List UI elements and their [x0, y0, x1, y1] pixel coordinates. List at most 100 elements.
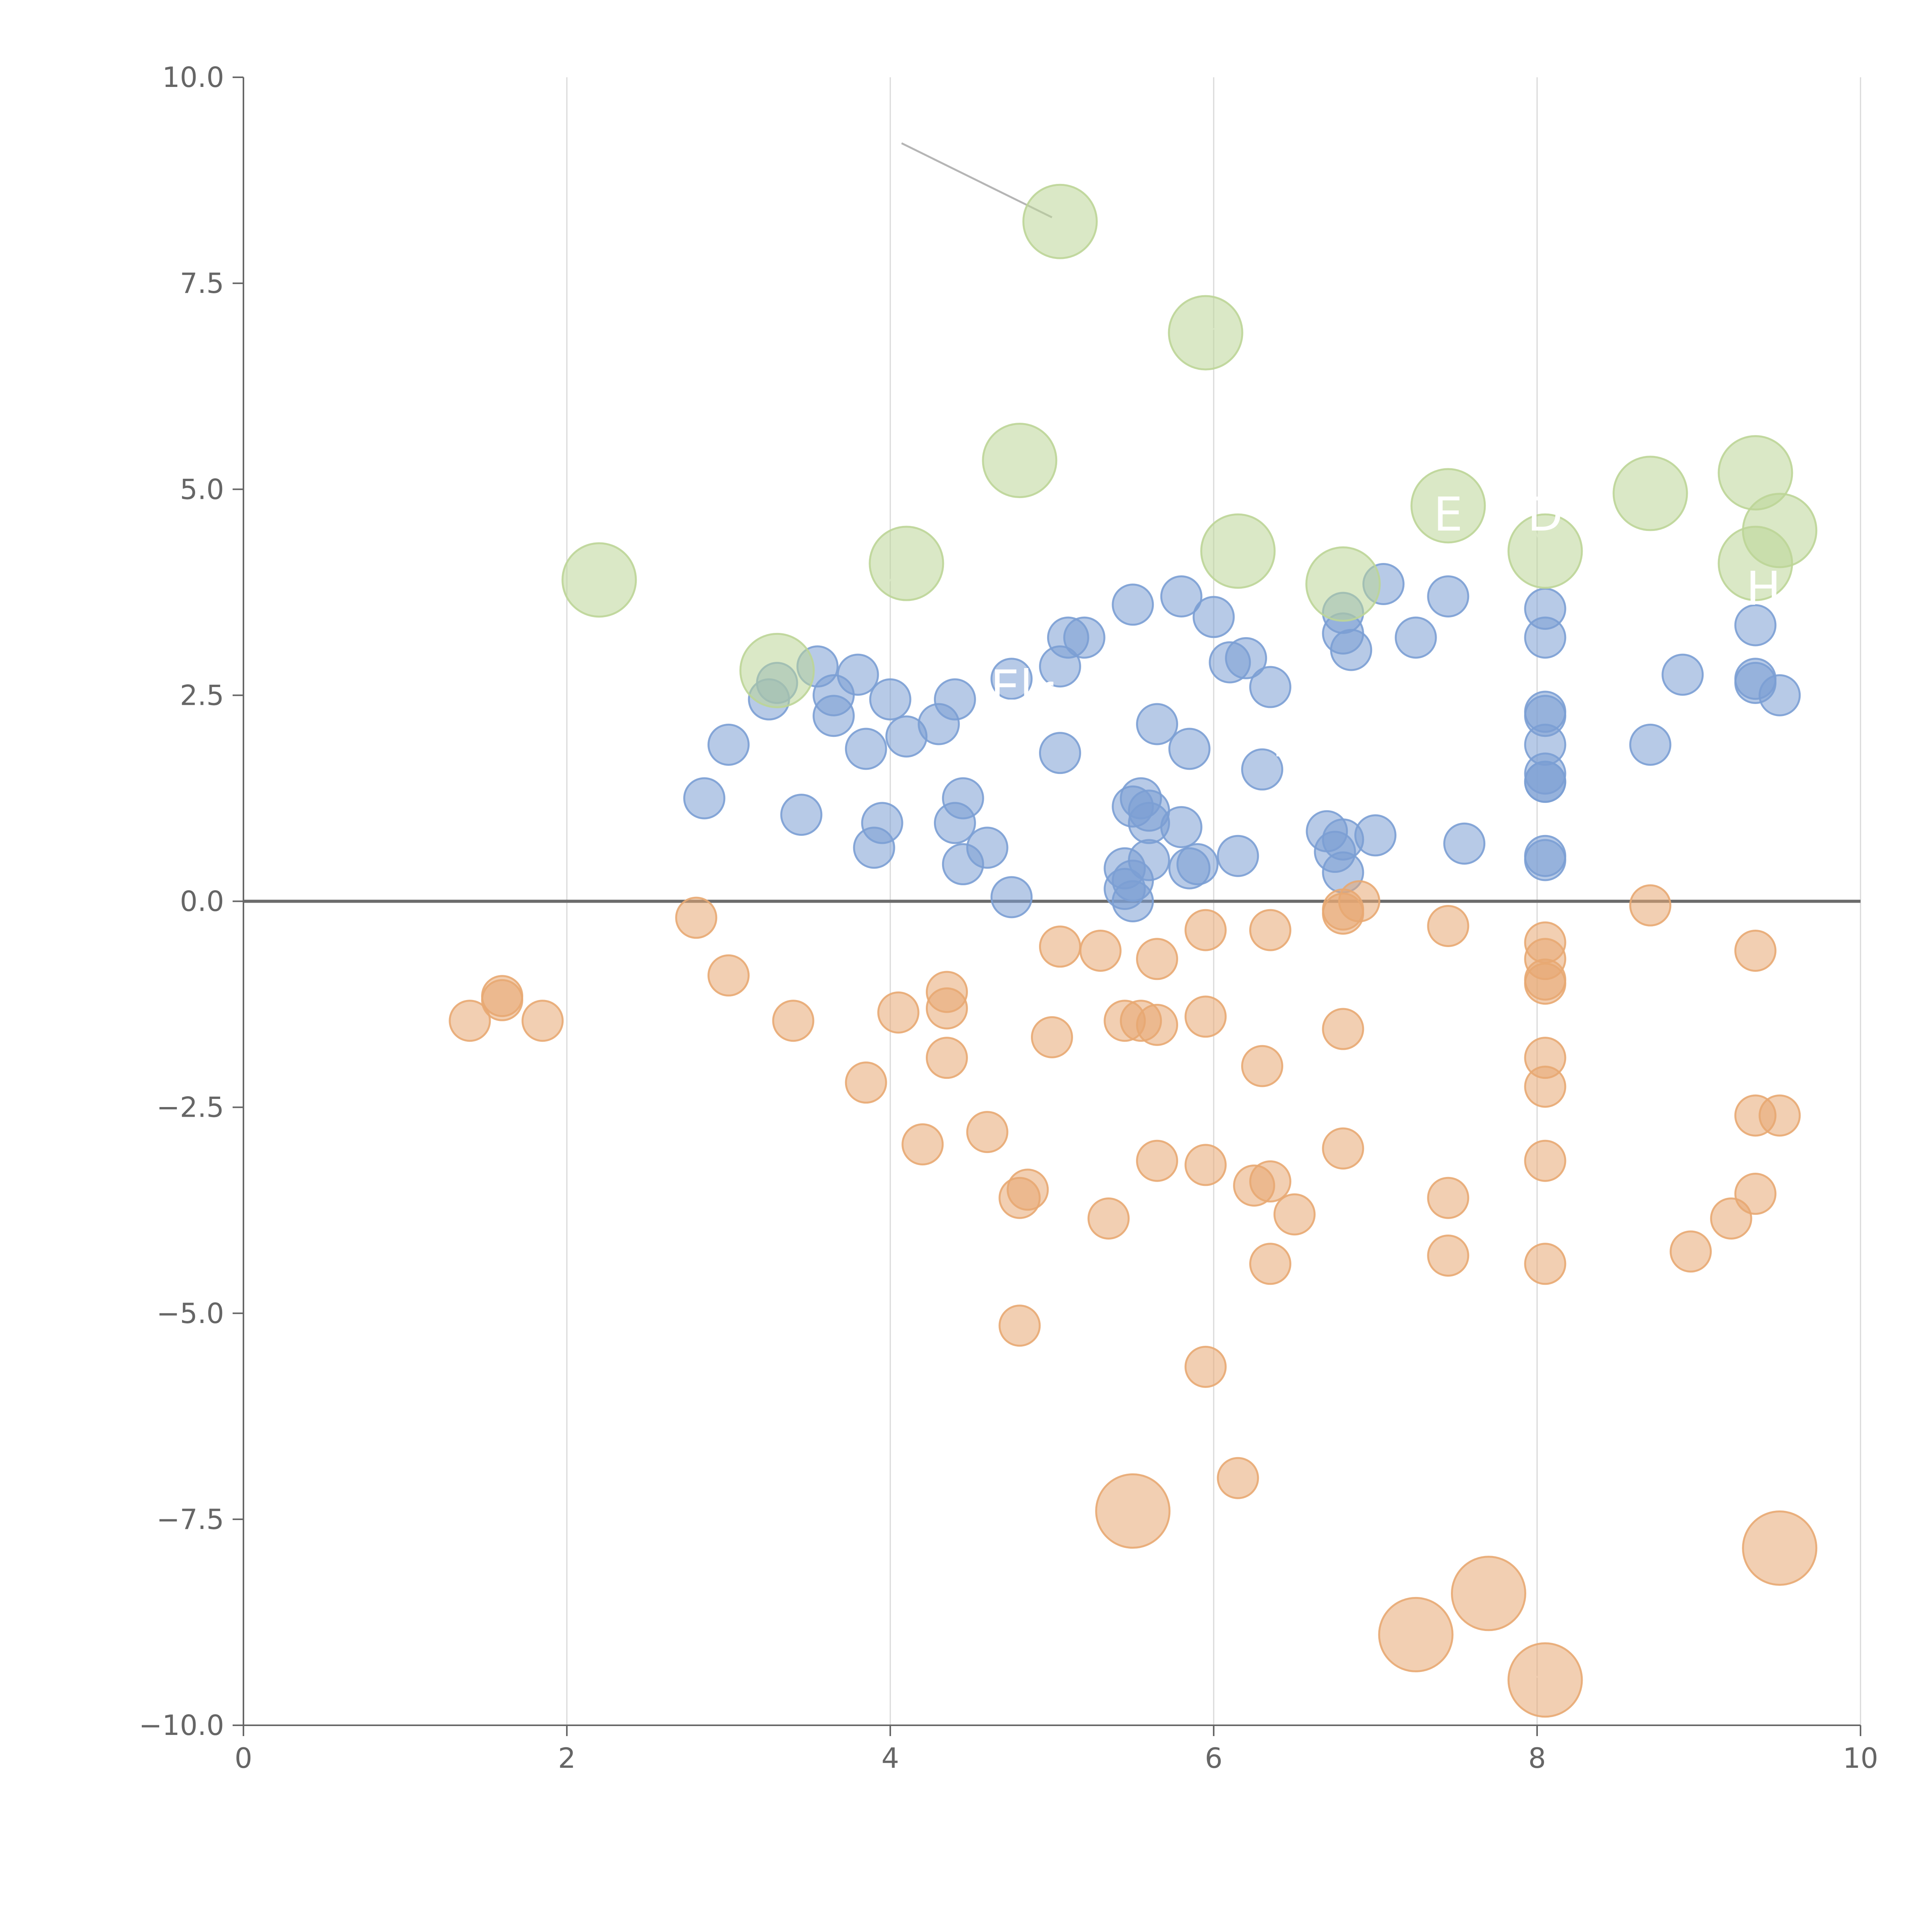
- data-point: [934, 678, 976, 721]
- data-point: [966, 827, 1009, 869]
- data-point: [1184, 1345, 1227, 1388]
- data-point: [1524, 1065, 1566, 1108]
- point-annotation: E: [1434, 488, 1463, 542]
- data-point: [845, 1061, 887, 1104]
- data-point: [1136, 703, 1179, 745]
- data-point: [1427, 1234, 1469, 1277]
- data-point: [925, 987, 968, 1030]
- data-point: [739, 633, 815, 708]
- data-point: [449, 1000, 491, 1042]
- y-tick-label: 5.0: [180, 473, 224, 505]
- data-point: [1427, 1177, 1469, 1219]
- data-point: [1168, 728, 1211, 770]
- data-point: [1718, 526, 1793, 601]
- data-point: [772, 1000, 815, 1042]
- data-point: [1249, 1160, 1291, 1203]
- data-point: [1524, 616, 1566, 659]
- x-tick-label: 6: [1205, 1742, 1223, 1774]
- data-point: [1443, 822, 1486, 865]
- y-tick-label: 10.0: [162, 61, 224, 94]
- x-tick-label: 4: [881, 1742, 899, 1774]
- data-point: [1039, 732, 1081, 774]
- data-point: [1136, 1139, 1179, 1182]
- data-point: [707, 954, 750, 997]
- data-point: [1160, 806, 1202, 849]
- data-point: [1629, 723, 1672, 766]
- data-point: [1395, 616, 1437, 659]
- y-tick-label: 7.5: [180, 267, 224, 299]
- data-point: [1338, 880, 1381, 922]
- data-point: [675, 896, 718, 939]
- data-point: [1427, 575, 1469, 617]
- data-point: [521, 1000, 564, 1042]
- data-point: [990, 658, 1033, 700]
- data-point: [1217, 1457, 1259, 1499]
- y-tick-label: 0.0: [180, 885, 224, 918]
- data-point: [1039, 925, 1081, 968]
- data-point: [1079, 929, 1122, 972]
- data-point: [1241, 1045, 1284, 1087]
- data-point: [1524, 839, 1566, 881]
- data-point: [1087, 1197, 1130, 1240]
- data-point: [1063, 616, 1105, 659]
- data-point: [877, 991, 920, 1034]
- data-point: [1160, 575, 1202, 617]
- data-point: [561, 542, 637, 618]
- data-point: [1184, 909, 1227, 951]
- data-point: [1524, 1139, 1566, 1182]
- data-point: [1136, 1003, 1179, 1046]
- data-point: [982, 423, 1058, 498]
- data-point: [683, 777, 726, 820]
- y-tick-label: −7.5: [156, 1503, 224, 1536]
- data-point: [1662, 653, 1704, 696]
- point-annotation: El: [990, 661, 1032, 715]
- data-point: [1629, 884, 1672, 927]
- data-point: [1031, 1016, 1073, 1058]
- data-point: [861, 802, 903, 844]
- data-point: [990, 876, 1033, 918]
- data-point: [998, 1304, 1041, 1347]
- data-point: [1225, 637, 1267, 679]
- y-tick-label: −5.0: [156, 1297, 224, 1330]
- data-point: [1670, 1230, 1712, 1273]
- data-point: [1007, 1168, 1049, 1211]
- data-point: [1734, 1173, 1777, 1215]
- point-annotation: D: [1527, 488, 1563, 542]
- data-point: [966, 1111, 1009, 1153]
- data-point: [707, 723, 750, 766]
- data-point: [1022, 184, 1098, 259]
- point-annotation: r: [1034, 665, 1054, 719]
- data-point: [1427, 905, 1469, 947]
- x-tick-label: 10: [1843, 1742, 1878, 1774]
- data-point: [780, 794, 823, 836]
- point-annotation: H: [1746, 562, 1781, 616]
- data-point: [1249, 909, 1291, 951]
- x-tick-label: 2: [558, 1742, 576, 1774]
- data-point: [1112, 880, 1154, 922]
- data-point: [1524, 760, 1566, 803]
- data-point: [837, 653, 879, 696]
- leader-line-layer: [605, 142, 1784, 1679]
- data-point: [1192, 596, 1235, 638]
- data-point: [1249, 1243, 1291, 1285]
- data-point: [1322, 1008, 1364, 1050]
- axis-layer: 0 2 4 6 8 10 −10.0 −7.5 −5.0 −2.5 0.0 2.5 5.0 7.5 10.0: [139, 61, 1878, 1774]
- data-point: [942, 777, 984, 820]
- data-point: [1759, 674, 1801, 716]
- data-point: [1734, 929, 1777, 972]
- data-point: [1354, 814, 1396, 857]
- data-point: [1136, 938, 1179, 980]
- data-point: [1184, 995, 1227, 1038]
- point-annotation: ': [1272, 735, 1285, 789]
- point-layer: [449, 184, 1818, 1718]
- data-point: [901, 1123, 944, 1166]
- data-point: [1217, 835, 1259, 877]
- y-tick-label: −2.5: [156, 1091, 224, 1124]
- data-point: [1507, 1642, 1583, 1718]
- data-point: [1128, 839, 1170, 881]
- data-point: [1112, 583, 1154, 626]
- data-point: [1200, 513, 1276, 589]
- data-point: [1168, 295, 1243, 371]
